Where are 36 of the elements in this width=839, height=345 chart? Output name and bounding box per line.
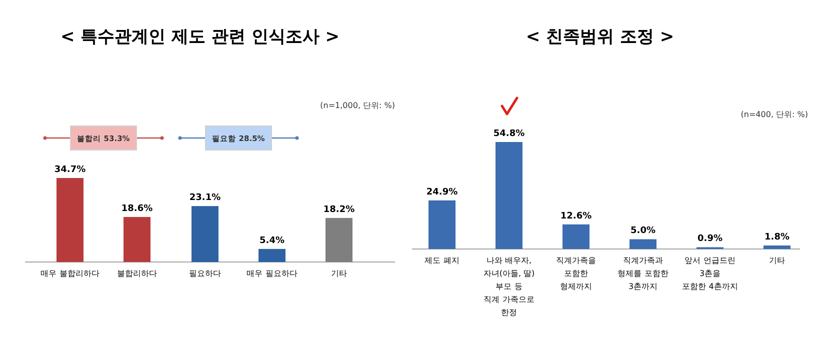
text: (n=1,000, 단위: %) — [320, 101, 395, 110]
data-label: 0.9% — [698, 234, 722, 244]
bar — [562, 224, 590, 249]
data-label: 24.9% — [426, 187, 458, 198]
bar — [124, 216, 150, 262]
data-label: 5.4% — [260, 236, 284, 246]
data-label: 18.2% — [323, 204, 355, 215]
x-tick-label: 불합리하다 — [117, 269, 157, 278]
data-label: 18.6% — [121, 204, 153, 214]
x-tick-label: 직계가족을 포함한 형제까지 — [556, 256, 596, 291]
chart-title: < 특수관계인 제도 관련 인식조사 > — [60, 27, 340, 47]
bar — [56, 178, 84, 262]
data-label: 54.8% — [493, 129, 525, 139]
bar — [630, 239, 656, 249]
bar — [326, 218, 352, 262]
bar — [496, 142, 522, 249]
chart-title: < 친족범위 조정 > — [526, 27, 674, 47]
data-label: 5.0% — [630, 226, 656, 236]
data-label: 12.6% — [560, 211, 592, 222]
x-tick-label: 매우 불합리하다 — [40, 269, 100, 278]
x-tick-label: 기타 — [769, 256, 785, 265]
text: (n=400, 단위: %) — [740, 110, 808, 119]
data-label: 1.8% — [764, 232, 790, 242]
bar — [192, 206, 218, 262]
x-tick-label: 제도 폐지 — [424, 256, 460, 265]
data-label: 23.1% — [189, 193, 221, 204]
x-tick-label: 직계가족과 형제를 포함한 3촌까지 — [618, 256, 668, 291]
x-tick-label: 필요하다 — [189, 269, 221, 278]
x-tick-label: 매우 필요하다 — [246, 269, 298, 278]
bar — [258, 248, 286, 262]
x-tick-label: 기타 — [331, 269, 347, 278]
bar — [764, 245, 790, 249]
bar — [428, 200, 456, 249]
x-tick-label: 앞서 언급드린 3촌을 포함한 4촌까지 — [682, 256, 738, 291]
data-label: 34.7% — [54, 165, 86, 175]
x-tick-label: 나와 배우자, 자녀(아들, 딸) 부모 등 직계 가족으로 한정 — [483, 256, 535, 317]
